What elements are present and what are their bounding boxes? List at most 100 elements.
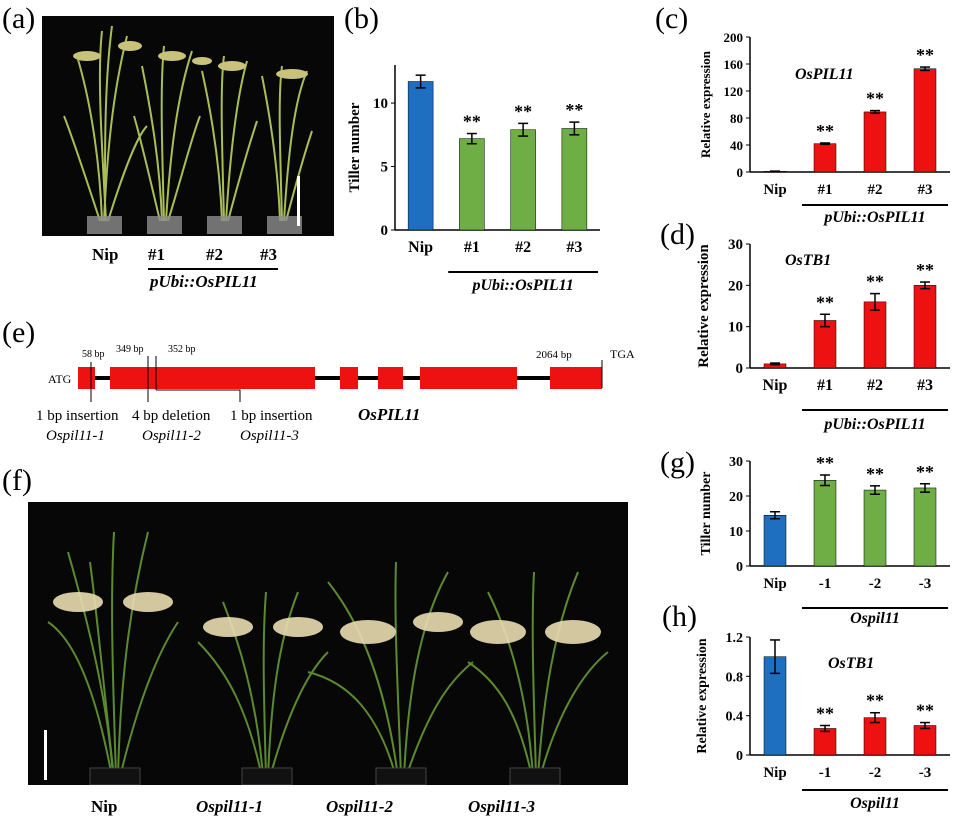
panel-e-gene-structure: ATG TGA 2064 bp 58 bp 349 bp 352 bp 1 bp… xyxy=(36,344,635,444)
group-label: pUbi::OsPIL11 xyxy=(822,416,925,433)
mutation-2-type: 4 bp deletion xyxy=(132,408,211,424)
significance-label: ** xyxy=(514,101,532,121)
category-label: #3 xyxy=(918,182,933,198)
panel-f-label-2: Ospil11-2 xyxy=(326,797,394,816)
significance-label: ** xyxy=(916,45,934,65)
category-label: #2 xyxy=(868,182,883,198)
panel-label-a: (a) xyxy=(2,2,36,35)
category-label: #3 xyxy=(566,239,582,256)
category-label: -2 xyxy=(869,576,882,592)
y-axis-label: Tiller number xyxy=(347,102,363,192)
panel-a-group-line xyxy=(148,268,278,270)
significance-label: ** xyxy=(816,121,834,141)
y-tick-label: 10 xyxy=(728,320,743,336)
panel-label-g: (g) xyxy=(660,446,695,479)
group-label: Ospil11 xyxy=(850,610,900,627)
bar xyxy=(510,129,536,231)
y-tick-label: 0 xyxy=(381,223,389,239)
y-tick-label: 10 xyxy=(729,525,743,540)
panel-label-d: (d) xyxy=(660,218,695,251)
panel-f-label-3: Ospil11-3 xyxy=(468,797,536,816)
chart-d-ostb1-expression: 0 10 20 30 Relative expression Nip ** #1 ** #2 ** #… xyxy=(696,237,950,433)
category-label: #3 xyxy=(917,377,933,394)
significance-label: ** xyxy=(816,453,834,473)
bar xyxy=(813,143,837,173)
bar xyxy=(863,301,887,369)
bar xyxy=(913,68,937,173)
y-tick-label: 5 xyxy=(381,160,389,176)
category-label: Nip xyxy=(763,182,786,198)
category-label: Nip xyxy=(763,576,786,592)
panel-a-photo xyxy=(42,16,334,236)
bar xyxy=(763,515,787,567)
chart-title: OsTB1 xyxy=(828,655,874,672)
y-tick-label: 20 xyxy=(729,490,743,505)
bar xyxy=(913,285,937,369)
chart-c-ospil11-expression: 0 40 80 120 160 200 Relative expression Nip ** #1… xyxy=(698,30,950,226)
gene-start-label: ATG xyxy=(48,372,72,386)
category-label: #2 xyxy=(515,239,531,256)
chart-h-ostb1-expression: 0 0.4 0.8 1.2 Relative expression Nip ** -1 ** -2… xyxy=(695,631,950,812)
category-label: -2 xyxy=(869,765,882,781)
y-tick-label: 0 xyxy=(736,361,744,377)
significance-label: ** xyxy=(916,701,934,721)
gene-stop-label: TGA xyxy=(610,347,635,361)
significance-label: ** xyxy=(816,704,834,724)
panel-label-e: (e) xyxy=(2,316,36,349)
panel-label-c: (c) xyxy=(655,2,689,35)
bar xyxy=(407,81,434,231)
y-axis-label: Relative expression xyxy=(695,638,710,753)
panel-f-plants-image xyxy=(44,531,609,785)
bar xyxy=(813,320,837,369)
bar xyxy=(863,489,887,567)
panel-f-label-1: Ospil11-1 xyxy=(196,797,264,816)
significance-label: ** xyxy=(816,292,834,312)
y-tick-label: 80 xyxy=(730,111,743,126)
mutation-1-type: 1 bp insertion xyxy=(36,408,119,424)
significance-label: ** xyxy=(463,112,481,132)
panel-f-label-nip: Nip xyxy=(91,797,118,816)
category-label: #1 xyxy=(818,182,833,198)
mutation-2-line: Ospil11-2 xyxy=(142,428,201,444)
y-tick-label: 0 xyxy=(736,749,743,764)
y-tick-label: 0 xyxy=(736,560,743,575)
significance-label: ** xyxy=(866,691,884,711)
y-tick-label: 30 xyxy=(729,455,743,470)
chart-title: OsTB1 xyxy=(785,252,831,269)
panel-a-group-label: pUbi::OsPIL11 xyxy=(150,272,258,291)
y-tick-label: 0.4 xyxy=(726,710,744,725)
panel-label-f: (f) xyxy=(2,464,32,497)
y-tick-label: 0 xyxy=(737,165,744,180)
panel-a-label-3: #3 xyxy=(260,245,277,264)
category-label: -3 xyxy=(919,576,932,592)
group-label: Ospil11 xyxy=(850,795,900,812)
pos-352: 352 bp xyxy=(168,344,196,355)
y-axis-label: Relative expression xyxy=(698,50,713,158)
group-label: pUbi::OsPIL11 xyxy=(470,277,573,294)
bar xyxy=(863,111,887,173)
gene-name: OsPIL11 xyxy=(358,405,420,424)
category-label: #2 xyxy=(867,377,883,394)
panel-a-label-2: #2 xyxy=(206,245,223,264)
significance-label: ** xyxy=(916,462,934,482)
pos-349: 349 bp xyxy=(116,344,144,355)
bar xyxy=(813,728,837,756)
significance-label: ** xyxy=(866,89,884,109)
y-tick-label: 30 xyxy=(728,237,743,253)
bar xyxy=(459,138,485,231)
y-tick-label: 40 xyxy=(730,138,743,153)
y-tick-label: 200 xyxy=(724,30,744,45)
bar xyxy=(561,128,588,231)
category-label: -3 xyxy=(919,765,932,781)
significance-label: ** xyxy=(916,260,934,280)
category-label: Nip xyxy=(763,377,788,394)
category-label: Nip xyxy=(763,765,786,781)
category-label: #1 xyxy=(464,239,480,256)
y-axis-label: Tiller number xyxy=(699,472,714,556)
category-label: -1 xyxy=(819,576,832,592)
panel-f-photo xyxy=(28,502,628,785)
chart-g-tiller-number: 0 10 20 30 Tiller number Nip ** -1 ** -2 ** -3 Ospil… xyxy=(699,453,950,627)
panel-label-b: (b) xyxy=(344,2,379,35)
pos-58: 58 bp xyxy=(82,349,105,360)
